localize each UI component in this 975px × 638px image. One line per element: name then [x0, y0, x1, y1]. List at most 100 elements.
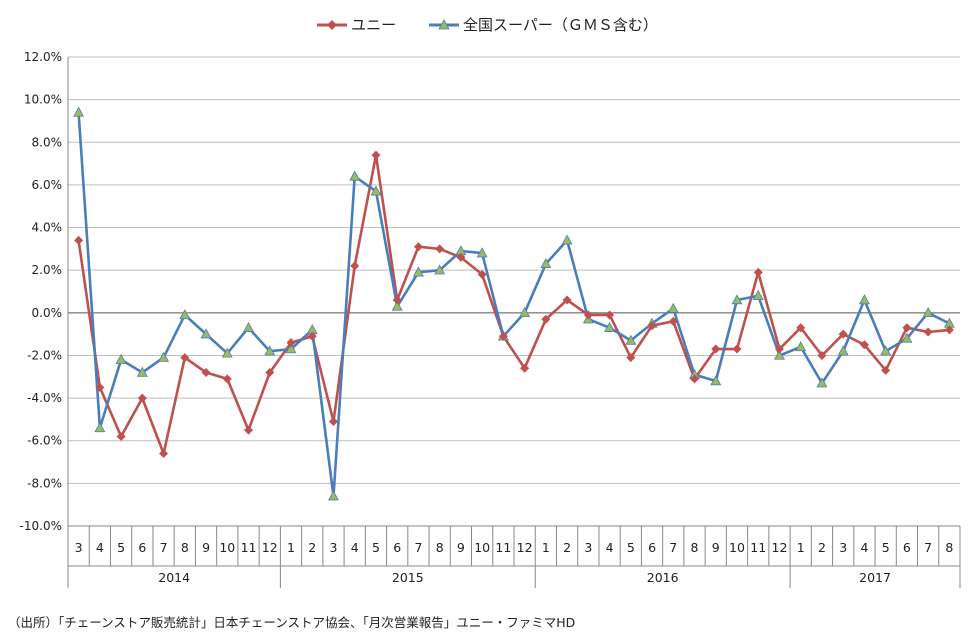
x-tick-label: 10 — [729, 540, 745, 555]
data-point-national — [774, 349, 785, 360]
legend-item-uny: ユニー — [317, 14, 396, 35]
data-point-uny — [817, 350, 827, 360]
data-point-national — [476, 247, 488, 258]
series-line-0 — [77, 153, 950, 455]
legend: ユニー 全国スーパー（ＧＭＳ含む） — [0, 14, 975, 35]
y-tick-label: -4.0% — [27, 391, 62, 405]
data-point-uny — [562, 295, 572, 305]
data-point-uny — [74, 235, 84, 245]
y-tick-label: 6.0% — [32, 178, 63, 192]
data-point-uny — [690, 374, 700, 384]
x-tick-label: 4 — [351, 540, 359, 555]
x-tick-label: 4 — [606, 540, 614, 555]
data-point-national — [370, 185, 382, 196]
x-tick-label: 6 — [648, 540, 656, 555]
data-point-national — [412, 266, 424, 277]
data-point-uny — [201, 368, 211, 378]
x-tick-label: 3 — [839, 540, 847, 555]
x-tick-label: 2 — [818, 540, 826, 555]
data-point-national — [901, 332, 913, 343]
data-point-uny — [732, 344, 742, 354]
data-point-uny — [626, 353, 636, 363]
x-tick-label: 3 — [75, 540, 83, 555]
data-point-national — [731, 294, 743, 305]
data-point-national — [94, 422, 106, 433]
data-point-national — [391, 300, 403, 311]
data-point-uny — [668, 316, 678, 326]
x-tick-label: 11 — [750, 540, 766, 555]
x-tick-label: 12 — [262, 540, 278, 555]
source-note: （出所）「チェーンストア販売統計」日本チェーンストア協会、「月次営業報告」ユニー… — [8, 615, 576, 630]
data-point-uny — [350, 261, 360, 271]
x-tick-label: 8 — [691, 540, 699, 555]
data-point-uny — [498, 331, 508, 341]
data-point-uny — [881, 365, 891, 375]
data-point-uny — [944, 325, 954, 335]
series-line-1 — [77, 112, 950, 498]
data-point-national — [858, 294, 870, 305]
data-point-national — [200, 328, 212, 339]
x-tick-label: 8 — [945, 540, 953, 555]
data-point-national — [561, 234, 573, 245]
data-point-national — [349, 170, 361, 181]
x-tick-label: 5 — [117, 540, 125, 555]
x-tick-label: 8 — [436, 540, 444, 555]
y-tick-label: 2.0% — [32, 263, 63, 277]
data-point-uny — [520, 363, 530, 373]
x-tick-label: 3 — [329, 540, 337, 555]
x-tick-label: 3 — [584, 540, 592, 555]
x-tick-label: 11 — [241, 540, 257, 555]
data-point-uny — [753, 267, 763, 277]
y-tick-label: -6.0% — [27, 434, 62, 448]
legend-uny-label: ユニー — [351, 16, 397, 34]
x-tick-label: 2 — [563, 540, 571, 555]
legend-national-marker — [428, 18, 459, 29]
x-tick-label: 6 — [903, 540, 911, 555]
data-point-uny — [222, 374, 232, 384]
data-point-national — [667, 302, 679, 313]
x-tick-label: 7 — [414, 540, 422, 555]
data-point-uny — [286, 338, 296, 348]
x-tick-label: 5 — [627, 540, 635, 555]
data-point-uny — [796, 323, 806, 333]
data-point-national — [264, 345, 276, 356]
x-tick-label: 7 — [924, 540, 932, 555]
x-tick-label: 8 — [181, 540, 189, 555]
x-tick-label: 1 — [797, 540, 805, 555]
data-point-uny — [159, 449, 169, 459]
x-tick-label: 9 — [457, 540, 465, 555]
x-tick-label: 4 — [96, 540, 104, 555]
data-point-national — [179, 309, 191, 320]
data-point-uny — [244, 425, 254, 435]
y-tick-label: 0.0% — [32, 306, 63, 320]
data-point-national — [625, 334, 637, 345]
data-point-uny — [180, 353, 190, 363]
data-point-national — [221, 347, 233, 358]
y-tick-label: 4.0% — [32, 221, 63, 235]
x-tick-label: 10 — [219, 540, 235, 555]
data-point-national — [837, 345, 849, 356]
data-point-national — [880, 345, 892, 356]
data-point-uny — [583, 310, 593, 320]
data-point-uny — [859, 340, 869, 350]
data-point-uny — [838, 329, 848, 339]
data-point-uny — [435, 244, 445, 254]
legend-national-label: 全国スーパー（ＧＭＳ含む） — [462, 16, 658, 34]
y-tick-label: -8.0% — [27, 476, 62, 490]
x-tick-label: 1 — [287, 540, 295, 555]
data-point-uny — [541, 314, 551, 324]
x-tick-label: 11 — [495, 540, 511, 555]
data-point-uny — [328, 417, 338, 427]
data-point-uny — [774, 344, 784, 354]
x-tick-label: 7 — [160, 540, 168, 555]
data-point-national — [136, 366, 148, 377]
data-point-uny — [116, 431, 126, 441]
y-tick-label: 10.0% — [24, 93, 62, 107]
data-point-national — [540, 257, 552, 268]
y-tick-label: -10.0% — [20, 519, 62, 533]
data-point-uny — [392, 295, 402, 305]
data-point-uny — [95, 382, 105, 392]
y-tick-label: 8.0% — [32, 135, 63, 149]
legend-item-national: 全国スーパー（ＧＭＳ含む） — [428, 14, 658, 35]
